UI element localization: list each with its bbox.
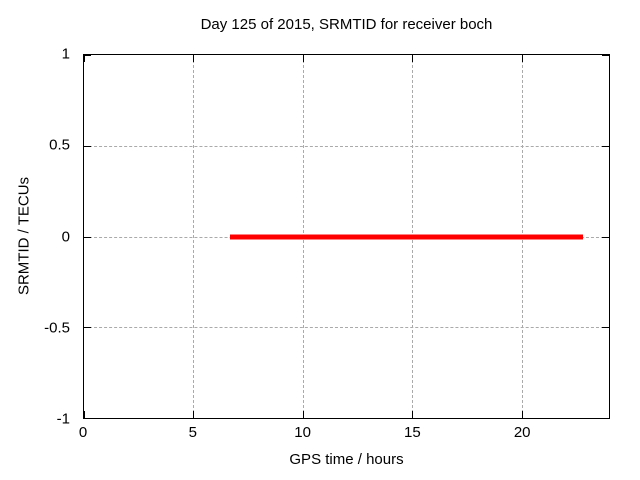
x-tick-labels: 0 5 10 15 20: [79, 424, 610, 444]
x-tick-label: 20: [513, 424, 531, 441]
x-tick-mark: [84, 411, 85, 418]
series-srmtid-line: [229, 234, 584, 239]
y-tick-mark-mirror: [602, 236, 609, 238]
x-tick-mark-mirror: [412, 55, 414, 62]
y-tick-label: -0.5: [44, 319, 70, 337]
x-tick-label: 10: [294, 424, 311, 441]
y-tick-label: 1: [61, 45, 70, 63]
x-tick-mark: [521, 411, 523, 418]
x-tick-mark: [193, 411, 195, 418]
x-tick-label: 0: [78, 424, 88, 441]
gridline-horizontal: [84, 327, 609, 329]
y-tick-mark: [84, 145, 91, 147]
x-tick-label: 15: [404, 424, 421, 441]
y-tick-mark: [84, 327, 91, 329]
x-tick-mark: [412, 411, 414, 418]
x-tick-mark-mirror: [302, 55, 304, 62]
x-tick-mark-mirror: [84, 55, 85, 62]
y-tick-mark-mirror: [602, 418, 609, 419]
chart-title: Day 125 of 2015, SRMTID for receiver boc…: [200, 16, 493, 33]
x-tick-mark: [302, 411, 304, 418]
y-tick-mark-mirror: [602, 327, 609, 329]
y-tick-mark: [84, 236, 91, 238]
gridline-horizontal: [84, 145, 609, 147]
y-tick-mark: [84, 55, 91, 56]
x-tick-mark-mirror: [521, 55, 523, 62]
y-tick-label: -1: [56, 410, 70, 428]
x-tick-mark-mirror: [193, 55, 195, 62]
y-tick-mark-mirror: [602, 55, 609, 56]
plot-area: [83, 54, 610, 419]
y-tick-labels: -1 -0.5 0 0.5 1: [0, 46, 70, 428]
y-tick-mark-mirror: [602, 145, 609, 147]
y-tick-label: 0: [61, 228, 70, 245]
y-tick-label: 0.5: [49, 136, 70, 154]
x-tick-label: 5: [188, 424, 197, 441]
x-axis-label: GPS time / hours: [289, 451, 404, 468]
y-tick-mark: [84, 418, 91, 419]
